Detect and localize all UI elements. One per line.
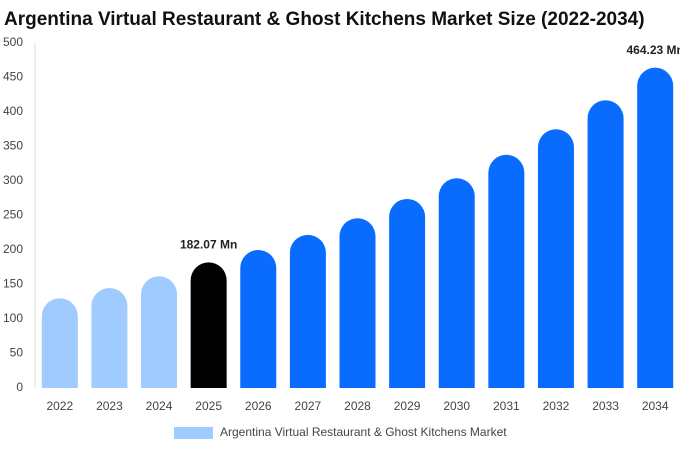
x-tick-label: 2031 xyxy=(493,399,520,413)
y-tick-label: 200 xyxy=(3,242,23,256)
bar xyxy=(389,198,426,388)
y-tick-label: 150 xyxy=(3,277,23,291)
x-tick-label: 2027 xyxy=(295,399,322,413)
x-tick-label: 2033 xyxy=(592,399,619,413)
legend-label: Argentina Virtual Restaurant & Ghost Kit… xyxy=(220,425,507,439)
bar xyxy=(637,67,674,388)
x-tick-label: 2029 xyxy=(394,399,421,413)
y-tick-label: 50 xyxy=(10,346,24,360)
y-tick-label: 250 xyxy=(3,208,23,222)
bar xyxy=(537,129,574,388)
y-tick-label: 500 xyxy=(3,35,23,49)
x-tick-label: 2034 xyxy=(642,399,669,413)
y-tick-label: 400 xyxy=(3,104,23,118)
x-tick-label: 2024 xyxy=(146,399,173,413)
bar xyxy=(438,178,475,388)
bar xyxy=(190,262,227,388)
bar xyxy=(488,154,525,388)
bar xyxy=(240,250,277,388)
y-tick-label: 0 xyxy=(16,380,23,394)
chart-title: Argentina Virtual Restaurant & Ghost Kit… xyxy=(4,9,645,30)
x-tick-label: 2023 xyxy=(96,399,123,413)
x-tick-label: 2026 xyxy=(245,399,272,413)
x-tick-label: 2030 xyxy=(443,399,470,413)
x-tick-label: 2028 xyxy=(344,399,371,413)
bar xyxy=(339,218,376,388)
x-tick-label: 2025 xyxy=(195,399,222,413)
y-tick-label: 450 xyxy=(3,70,23,84)
bar xyxy=(587,100,624,389)
value-label: 182.07 Mn xyxy=(180,238,237,252)
value-label: 464.23 Mn xyxy=(627,43,680,57)
y-tick-label: 300 xyxy=(3,173,23,187)
y-tick-label: 350 xyxy=(3,139,23,153)
legend-swatch xyxy=(174,427,213,439)
x-tick-label: 2032 xyxy=(543,399,570,413)
bar xyxy=(91,287,128,388)
bar xyxy=(141,276,178,388)
bar xyxy=(289,234,326,388)
bar xyxy=(41,298,78,388)
y-tick-label: 100 xyxy=(3,311,23,325)
x-tick-label: 2022 xyxy=(46,399,73,413)
